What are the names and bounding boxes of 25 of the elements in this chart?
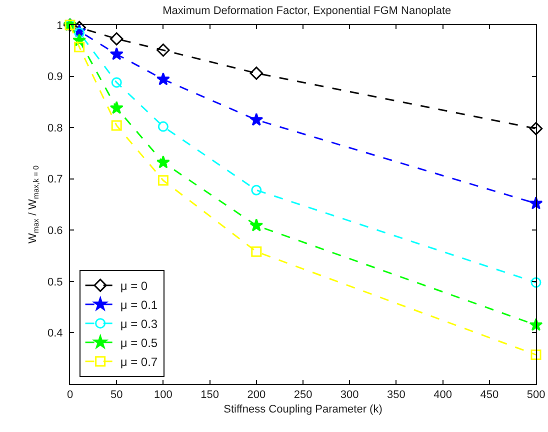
legend-label: μ = 0.7: [120, 355, 158, 369]
x-tick-label: 400: [434, 389, 452, 402]
y-tick-label: 0.7: [48, 174, 63, 186]
y-tick-label: 0.8: [48, 122, 63, 134]
x-tick-label: 300: [340, 389, 359, 402]
y-tick-label: 1: [56, 20, 63, 32]
x-tick-label: 200: [247, 389, 266, 402]
x-tick-label: 250: [294, 389, 312, 402]
chart-title: Maximum Deformation Factor, Exponential FGM Nanoplate: [162, 5, 452, 18]
x-tick-label: 150: [200, 389, 219, 402]
x-tick-label: 500: [526, 389, 546, 402]
x-tick-label: 450: [480, 389, 499, 402]
legend-label: μ = 0.3: [120, 317, 158, 331]
legend-label: μ = 0: [120, 279, 148, 293]
x-tick-label: 350: [387, 389, 406, 402]
x-tick-label: 0: [66, 389, 74, 402]
y-tick-label: 0.9: [48, 71, 63, 84]
legend-label: μ = 0.5: [120, 336, 158, 350]
x-tick-label: 100: [154, 389, 172, 402]
y-tick-label: 0.6: [48, 224, 63, 237]
y-tick-label: 0.5: [48, 276, 63, 288]
legend-label: μ = 0.1: [120, 298, 158, 312]
x-axis-title: Stiffness Coupling Parameter (k): [224, 403, 382, 416]
y-tick-label: 0.4: [48, 328, 63, 340]
x-tick-label: 50: [110, 389, 123, 402]
